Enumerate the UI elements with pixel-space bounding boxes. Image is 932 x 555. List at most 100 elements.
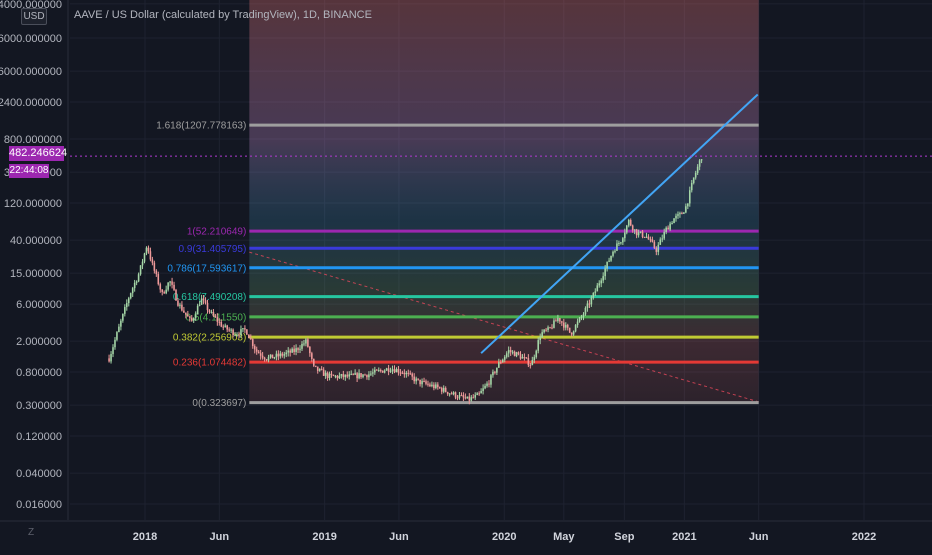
candle-body bbox=[608, 260, 610, 262]
y-axis-tick-label: 2400.000000 bbox=[0, 97, 62, 109]
candle-body bbox=[602, 276, 604, 281]
candle-body bbox=[350, 373, 353, 375]
y-axis-tick-label: 0.120000 bbox=[16, 431, 62, 443]
candle-body bbox=[427, 383, 429, 385]
candle-body bbox=[232, 329, 234, 336]
candle-body bbox=[281, 353, 284, 356]
candle-body bbox=[208, 310, 211, 313]
candle-body bbox=[576, 321, 579, 326]
fib-level-label: 0.382(2.256903) bbox=[173, 333, 246, 344]
candle-body bbox=[370, 373, 372, 375]
candle-body bbox=[413, 376, 415, 382]
candle-body bbox=[161, 289, 164, 293]
candle-body bbox=[220, 321, 223, 327]
candle-body bbox=[446, 391, 449, 394]
candle-body bbox=[366, 374, 368, 378]
dashed-trendline bbox=[249, 251, 759, 403]
candle-body bbox=[647, 236, 650, 240]
candle-body bbox=[196, 305, 199, 315]
bar-countdown-label: 22:44:08 bbox=[9, 164, 49, 178]
candle-body bbox=[681, 213, 683, 215]
candle-body bbox=[255, 349, 258, 352]
x-axis-tick-label: 2020 bbox=[492, 531, 516, 543]
candle-body bbox=[687, 203, 689, 207]
candle-body bbox=[110, 354, 112, 362]
candle-body bbox=[246, 329, 248, 335]
candle-body bbox=[437, 384, 439, 388]
candle-body bbox=[202, 298, 205, 301]
candle-body bbox=[625, 225, 628, 233]
candle-body bbox=[129, 293, 132, 299]
candle-body bbox=[360, 373, 362, 377]
candle-body bbox=[216, 317, 219, 322]
candle-body bbox=[348, 374, 351, 377]
y-axis-tick-label: 6000.000000 bbox=[0, 66, 62, 78]
candle-body bbox=[423, 381, 425, 383]
candle-body bbox=[391, 369, 394, 371]
candle-body bbox=[482, 388, 484, 392]
candle-body bbox=[385, 368, 388, 371]
candle-body bbox=[555, 320, 557, 322]
candle-body bbox=[328, 373, 331, 378]
candle-body bbox=[612, 251, 614, 256]
candle-body bbox=[559, 318, 561, 322]
candle-body bbox=[523, 357, 526, 359]
candle-body bbox=[311, 353, 313, 359]
current-price-label: 482.246624 bbox=[9, 146, 68, 161]
candle-body bbox=[588, 303, 591, 305]
candle-body bbox=[545, 329, 547, 331]
candle-body bbox=[517, 352, 520, 355]
candle-body bbox=[590, 297, 593, 305]
candle-body bbox=[698, 160, 701, 167]
x-axis-tick-label: May bbox=[553, 531, 575, 543]
candle-body bbox=[564, 324, 567, 328]
candle-body bbox=[226, 325, 228, 330]
candle-body bbox=[541, 332, 543, 338]
candle-body bbox=[344, 374, 347, 378]
candle-body bbox=[188, 316, 191, 318]
fib-level-label: 0.9(31.405795) bbox=[178, 244, 246, 255]
candle-body bbox=[153, 262, 156, 271]
candle-body bbox=[635, 229, 638, 236]
candle-body bbox=[293, 348, 295, 352]
candle-body bbox=[309, 346, 311, 354]
candle-body bbox=[277, 353, 280, 357]
candle-body bbox=[173, 284, 175, 290]
candle-body bbox=[653, 241, 656, 248]
candle-body bbox=[433, 384, 435, 389]
candle-body bbox=[450, 393, 453, 395]
candle-body bbox=[125, 303, 128, 308]
candle-body bbox=[563, 322, 565, 328]
candle-body bbox=[690, 182, 693, 191]
candle-body bbox=[259, 353, 262, 356]
candle-body bbox=[185, 312, 187, 315]
tradingview-logo-icon[interactable]: Z bbox=[28, 527, 35, 538]
candle-body bbox=[688, 190, 691, 204]
candle-body bbox=[181, 304, 183, 311]
candle-body bbox=[381, 370, 384, 373]
candle-body bbox=[326, 372, 329, 378]
candle-body bbox=[271, 354, 274, 359]
candle-body bbox=[320, 368, 323, 370]
candle-body bbox=[377, 370, 380, 372]
candle-body bbox=[470, 397, 473, 401]
candle-body bbox=[659, 239, 662, 245]
candle-body bbox=[356, 373, 358, 379]
candle-body bbox=[250, 338, 252, 340]
currency-badge[interactable]: USD bbox=[21, 8, 47, 25]
candle-body bbox=[627, 219, 630, 226]
candle-body bbox=[257, 351, 260, 354]
candle-body bbox=[318, 368, 321, 371]
candle-body bbox=[429, 384, 431, 387]
candle-body bbox=[263, 357, 266, 360]
candle-body bbox=[466, 396, 469, 399]
fib-level-label: 1.618(1207.778163) bbox=[156, 121, 246, 132]
candle-body bbox=[663, 232, 665, 239]
candle-body bbox=[641, 231, 644, 237]
candle-body bbox=[618, 243, 620, 245]
candle-body bbox=[291, 348, 293, 353]
candle-body bbox=[586, 303, 589, 308]
candle-body bbox=[464, 397, 467, 399]
candle-body bbox=[561, 321, 563, 323]
